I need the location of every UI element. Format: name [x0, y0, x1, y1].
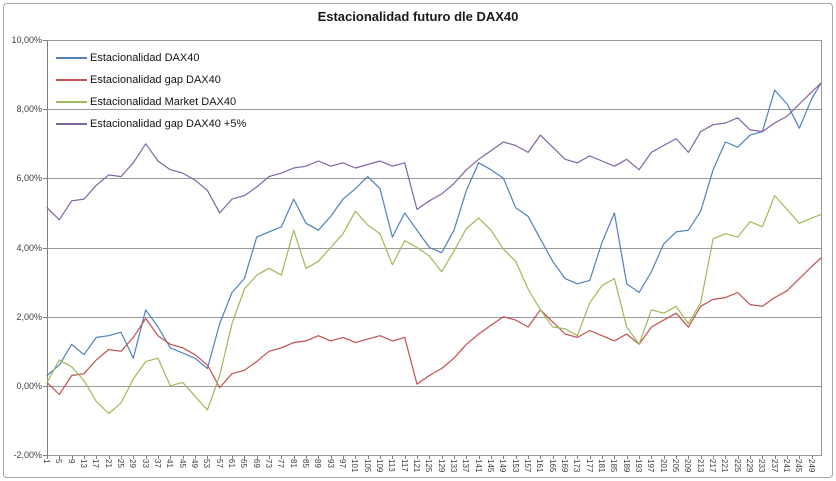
chart-frame [3, 3, 833, 478]
x-tick-label: 233 [757, 459, 767, 473]
x-tick-label: 49 [190, 459, 200, 468]
legend-item-estacionalidad-market-dax40[interactable]: Estacionalidad Market DAX40 [56, 91, 246, 113]
x-tick-label: 105 [362, 459, 372, 473]
x-tick-label: 181 [597, 459, 607, 473]
legend-line-swatch [56, 79, 87, 81]
x-tick-label: 149 [498, 459, 508, 473]
x-tick-label: 1 [42, 459, 51, 464]
x-tick-label: 229 [745, 459, 755, 473]
x-tick-label: 17 [91, 459, 101, 468]
y-tick-label: -2,00% [13, 450, 42, 460]
x-tick-label: 249 [806, 459, 816, 473]
x-tick-label: 89 [313, 459, 323, 468]
x-tick-label: 145 [486, 459, 496, 473]
x-tick-label: 101 [350, 459, 360, 473]
legend-item-label: Estacionalidad Market DAX40 [90, 96, 237, 108]
x-tick-label: 97 [338, 459, 348, 468]
y-tick-label: 8,00% [16, 104, 42, 115]
x-tick-label: 77 [276, 459, 286, 468]
x-tick-label: 41 [165, 459, 175, 468]
legend-item-estacionalidad-gap-dax40[interactable]: Estacionalidad gap DAX40 [56, 69, 246, 91]
x-tick-label: 81 [288, 459, 298, 468]
x-tick-label: 129 [436, 459, 446, 473]
x-tick-label: 173 [572, 459, 582, 473]
x-tick-label: 197 [646, 459, 656, 473]
x-tick-label: 125 [424, 459, 434, 473]
x-tick-label: 205 [671, 459, 681, 473]
x-tick-label: 85 [301, 459, 311, 468]
series-line-estacionalidad-dax40[interactable] [46, 82, 822, 377]
x-tick-label: 237 [769, 459, 779, 473]
x-tick-label: 13 [79, 459, 88, 468]
legend: Estacionalidad DAX40 Estacionalidad gap D… [56, 47, 246, 135]
x-tick-label: 153 [510, 459, 520, 473]
x-tick-label: 133 [449, 459, 459, 473]
x-tick-label: 61 [227, 459, 237, 468]
x-tick-label: 177 [584, 459, 594, 473]
series-line-estacionalidad-market-dax40[interactable] [46, 195, 822, 415]
x-tick-label: 201 [658, 459, 668, 473]
x-tick-label: 209 [683, 459, 693, 473]
legend-item-estacionalidad-dax40[interactable]: Estacionalidad DAX40 [56, 47, 246, 69]
x-tick-label: 185 [609, 459, 619, 473]
x-tick-label: 121 [412, 459, 422, 473]
x-tick-label: 65 [239, 459, 249, 468]
x-tick-label: 25 [116, 459, 125, 468]
x-tick-label: 21 [103, 459, 113, 468]
y-tick-label: 2,00% [16, 311, 42, 322]
x-tick-label: 33 [140, 459, 150, 468]
x-tick-label: 117 [399, 459, 409, 472]
legend-item-label: Estacionalidad gap DAX40 +5% [90, 118, 247, 130]
x-tick-label: 45 [177, 459, 187, 468]
x-tick-label: 225 [732, 459, 742, 473]
x-tick-label: 217 [708, 459, 718, 473]
x-tick-label: 109 [375, 459, 385, 473]
x-tick-label: 53 [202, 459, 212, 468]
x-tick-label: 221 [720, 459, 730, 473]
chart-title: Estacionalidad futuro dle DAX40 [317, 9, 519, 24]
series-line-estacionalidad-gap-dax40-5[interactable] [46, 82, 822, 221]
x-tick-label: 9 [66, 459, 76, 464]
x-tick-label: 57 [214, 459, 224, 468]
x-tick-label: 169 [560, 459, 570, 473]
x-tick-label: 165 [547, 459, 557, 473]
x-tick-label: 137 [461, 459, 471, 473]
y-tick-label: 10,00% [11, 35, 42, 45]
legend-line-swatch [56, 101, 87, 103]
x-tick-label: 37 [153, 459, 162, 468]
y-tick-label: 6,00% [16, 173, 42, 184]
legend-item-estacionalidad-gap-dax40-5[interactable]: Estacionalidad gap DAX40 +5% [56, 113, 246, 135]
x-tick-label: 141 [473, 459, 483, 473]
legend-line-swatch [56, 57, 87, 59]
y-tick-label: 0,00% [16, 380, 42, 391]
x-tick-label: 5 [54, 459, 64, 464]
x-tick-label: 93 [325, 459, 335, 468]
x-tick-label: 245 [794, 459, 804, 473]
x-tick-label: 189 [621, 459, 631, 473]
legend-line-swatch [56, 123, 87, 125]
x-tick-label: 161 [535, 459, 545, 473]
x-tick-label: 241 [782, 459, 792, 473]
x-tick-label: 213 [695, 459, 705, 473]
x-tick-label: 113 [387, 459, 397, 472]
y-tick-label: 4,00% [16, 242, 42, 253]
x-tick-label: 73 [264, 459, 274, 468]
x-tick-label: 29 [128, 459, 138, 468]
x-tick-label: 157 [523, 459, 533, 473]
legend-item-label: Estacionalidad DAX40 [90, 52, 200, 64]
series-line-estacionalidad-gap-dax40[interactable] [46, 257, 822, 396]
legend-item-label: Estacionalidad gap DAX40 [90, 74, 221, 86]
x-tick-label: 193 [634, 459, 644, 473]
x-tick-label: 69 [251, 459, 261, 468]
